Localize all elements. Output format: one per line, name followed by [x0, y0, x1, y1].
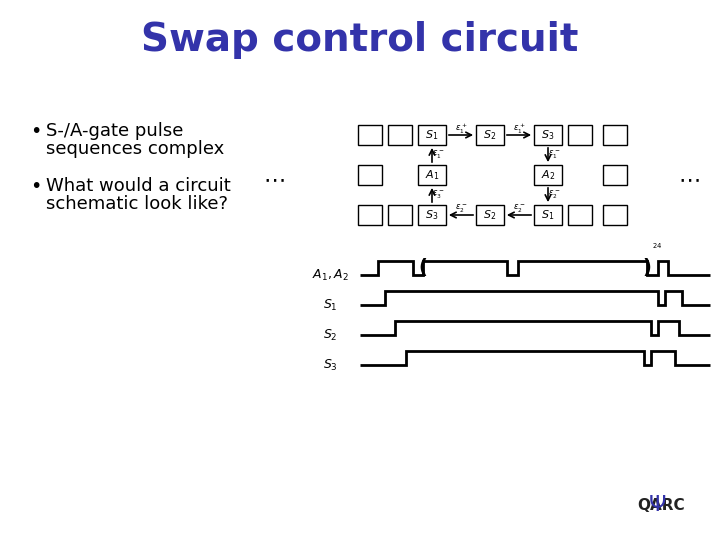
Text: $\varepsilon_1^+$: $\varepsilon_1^+$ — [455, 122, 467, 136]
Text: •: • — [30, 177, 41, 196]
Text: $^{24}$: $^{24}$ — [652, 243, 662, 253]
FancyBboxPatch shape — [476, 125, 504, 145]
Text: $\varepsilon_2^-$: $\varepsilon_2^-$ — [548, 189, 560, 201]
Text: $A_1,A_2$: $A_1,A_2$ — [312, 267, 348, 282]
FancyBboxPatch shape — [358, 125, 382, 145]
Text: $\varepsilon_3^-$: $\varepsilon_3^-$ — [432, 189, 444, 201]
Text: $S_2$: $S_2$ — [483, 208, 497, 222]
Text: $\varepsilon_1^-$: $\varepsilon_1^-$ — [432, 149, 444, 161]
FancyBboxPatch shape — [603, 205, 627, 225]
Text: $S_1$: $S_1$ — [323, 298, 338, 313]
Text: (: ( — [418, 259, 428, 278]
Text: $A_2$: $A_2$ — [541, 168, 555, 182]
Text: S-/A-gate pulse: S-/A-gate pulse — [46, 122, 184, 140]
FancyBboxPatch shape — [388, 125, 412, 145]
Text: ⋯: ⋯ — [679, 170, 701, 190]
Text: QARC: QARC — [637, 497, 685, 512]
Text: Swap control circuit: Swap control circuit — [141, 21, 579, 59]
FancyBboxPatch shape — [534, 125, 562, 145]
Text: $\varepsilon_1^-$: $\varepsilon_1^-$ — [548, 149, 560, 161]
FancyBboxPatch shape — [358, 205, 382, 225]
Text: $S_3$: $S_3$ — [323, 357, 338, 373]
Text: $\varepsilon_2^-$: $\varepsilon_2^-$ — [455, 203, 467, 215]
FancyBboxPatch shape — [534, 205, 562, 225]
FancyBboxPatch shape — [418, 125, 446, 145]
Text: $S_1$: $S_1$ — [426, 128, 438, 142]
FancyBboxPatch shape — [603, 125, 627, 145]
Text: schematic look like?: schematic look like? — [46, 195, 228, 213]
Text: •: • — [30, 122, 41, 141]
Text: $\varepsilon_1^+$: $\varepsilon_1^+$ — [513, 122, 526, 136]
Text: $S_3$: $S_3$ — [426, 208, 438, 222]
FancyBboxPatch shape — [388, 205, 412, 225]
FancyBboxPatch shape — [568, 125, 592, 145]
Text: $S_3$: $S_3$ — [541, 128, 554, 142]
FancyBboxPatch shape — [568, 205, 592, 225]
Text: ⋯: ⋯ — [264, 170, 286, 190]
Text: Ψ: Ψ — [649, 495, 667, 515]
FancyBboxPatch shape — [603, 165, 627, 185]
FancyBboxPatch shape — [534, 165, 562, 185]
Text: $S_2$: $S_2$ — [483, 128, 497, 142]
Text: sequences complex: sequences complex — [46, 140, 224, 158]
FancyBboxPatch shape — [418, 205, 446, 225]
Text: What would a circuit: What would a circuit — [46, 177, 230, 195]
Text: $A_1$: $A_1$ — [425, 168, 439, 182]
FancyBboxPatch shape — [476, 205, 504, 225]
Text: $S_1$: $S_1$ — [541, 208, 554, 222]
Text: $\varepsilon_2^-$: $\varepsilon_2^-$ — [513, 203, 525, 215]
FancyBboxPatch shape — [358, 165, 382, 185]
Text: $S_2$: $S_2$ — [323, 327, 337, 342]
FancyBboxPatch shape — [418, 165, 446, 185]
Text: ): ) — [642, 259, 652, 278]
